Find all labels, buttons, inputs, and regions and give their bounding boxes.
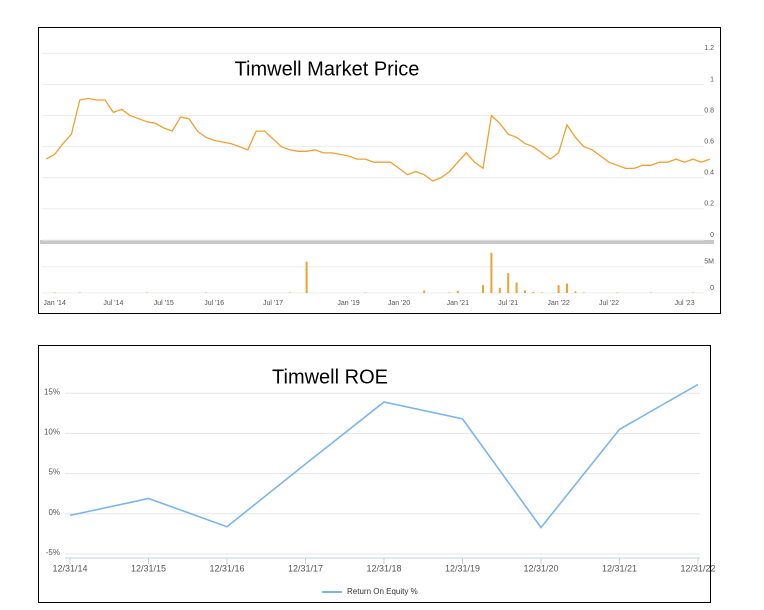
volume-bar [448, 292, 451, 293]
x-tick-label: 12/31/14 [52, 563, 87, 573]
legend-label: Return On Equity % [347, 587, 418, 596]
volume-bar [204, 292, 207, 293]
y-tick-label: 0.4 [704, 170, 714, 177]
price-line [45, 97, 711, 182]
y-tick-label: 1.2 [704, 45, 714, 52]
y-tick-label: 5% [48, 468, 60, 477]
x-tick-label: Jul '23 [675, 300, 695, 307]
volume-bar [574, 291, 577, 293]
volume-bar [616, 292, 619, 293]
x-tick-label: Jul '22 [599, 300, 619, 307]
volume-bar [288, 292, 291, 293]
y-tick-label: 15% [44, 387, 60, 396]
volume-bar [423, 290, 426, 293]
x-tick-label: Jan '20 [388, 300, 410, 307]
y-tick-label: 10% [44, 428, 60, 437]
x-tick-label: Jul '21 [498, 300, 518, 307]
chart-title: Timwell ROE [272, 366, 388, 388]
volume-bar [515, 282, 518, 293]
y-tick-label: 1 [710, 76, 714, 83]
y-tick-label: 0% [48, 508, 60, 517]
volume-bar [305, 261, 308, 293]
x-tick-label: 12/31/18 [366, 563, 401, 573]
x-tick-label: 12/31/16 [209, 563, 244, 573]
volume-bar [490, 252, 493, 293]
x-tick-label: Jan '14 [43, 300, 65, 307]
y2-tick-label: 5M [704, 259, 714, 266]
x-tick-label: Jul '14 [103, 300, 123, 307]
volume-bar [582, 292, 585, 293]
volume-bar [540, 292, 543, 293]
y-tick-label: -5% [46, 548, 60, 557]
volume-bar [53, 292, 56, 293]
volume-bar [482, 285, 484, 293]
volume-bar [498, 287, 501, 293]
x-tick-label: Jul '16 [204, 300, 224, 307]
x-tick-label: 12/31/17 [288, 563, 323, 573]
y-tick-label: 0.6 [704, 139, 714, 146]
x-tick-label: 12/31/19 [445, 563, 480, 573]
x-tick-label: 12/31/21 [602, 563, 637, 573]
x-tick-label: Jan '22 [547, 300, 569, 307]
chart-title: Timwell Market Price [235, 58, 420, 80]
y-tick-label: 0.2 [704, 201, 714, 208]
volume-bar [692, 292, 694, 293]
volume-bar [507, 273, 510, 293]
volume-bar [364, 292, 367, 293]
volume-bar [532, 291, 535, 293]
volume-bar [557, 285, 560, 293]
panel-separator [40, 240, 714, 244]
x-tick-label: Jan '21 [447, 300, 469, 307]
volume-bar [566, 283, 568, 293]
volume-bar [146, 292, 148, 293]
x-tick-label: 12/31/15 [131, 563, 166, 573]
x-tick-label: Jan '19 [337, 300, 359, 307]
y2-tick-label: 0 [710, 285, 714, 292]
y-tick-label: 0 [710, 232, 714, 239]
volume-bar [78, 292, 81, 293]
x-tick-label: Jul '15 [154, 300, 174, 307]
y-tick-label: 0.8 [704, 107, 714, 114]
roe-line [69, 383, 699, 529]
x-tick-label: Jul '17 [263, 300, 283, 307]
volume-bar [524, 290, 526, 293]
x-tick-label: 12/31/22 [680, 563, 715, 573]
x-tick-label: 12/31/20 [523, 563, 558, 573]
volume-bar [456, 290, 459, 293]
price-frame [38, 27, 721, 314]
volume-bar [650, 292, 652, 293]
